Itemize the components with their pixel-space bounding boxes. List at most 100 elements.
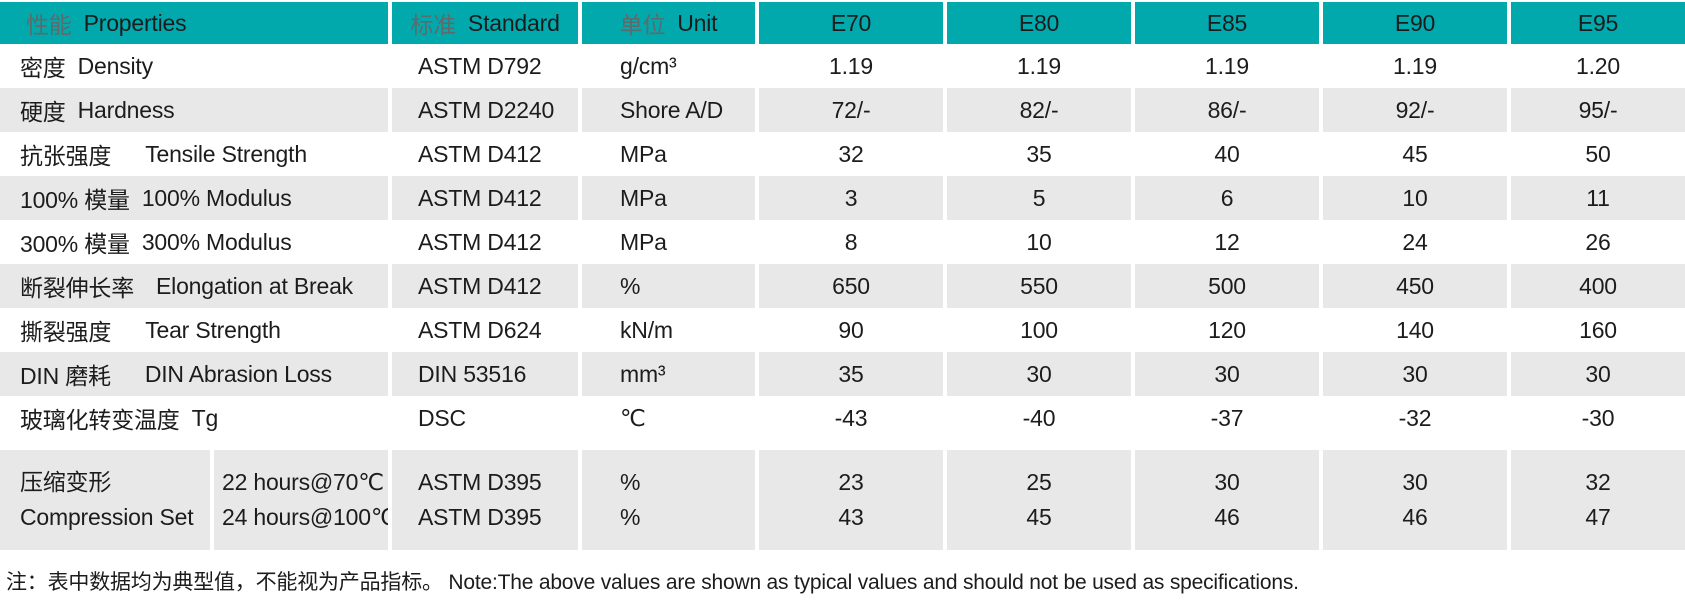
value-cell: 1.19 — [947, 44, 1131, 88]
table-row-tg: 玻璃化转变温度 Tg DSC ℃ -43 -40 -37 -32 -30 — [0, 396, 1685, 440]
condition-cell: 22 hours@70℃ 24 hours@100℃ — [214, 450, 388, 550]
value-cell: 72/- — [759, 88, 943, 132]
table-row-100-modulus: 100% 模量 100% Modulus ASTM D412 MPa 3 5 6… — [0, 176, 1685, 220]
property-label-en: Compression Set — [20, 504, 194, 530]
unit-cell: MPa — [582, 220, 755, 264]
table-row-density: 密度 Density ASTM D792 g/cm³ 1.19 1.19 1.1… — [0, 44, 1685, 88]
value-cell: 500 — [1135, 264, 1319, 308]
value-cell: 30 — [1323, 352, 1507, 396]
table-row-elongation: 断裂伸长率 Elongation at Break ASTM D412 % 65… — [0, 264, 1685, 308]
value-cell: 24 — [1323, 220, 1507, 264]
unit-cell: MPa — [582, 132, 755, 176]
value-cell: 32 — [759, 132, 943, 176]
property-label-cn: 硬度 — [20, 99, 66, 125]
property-label-cn: DIN 磨耗 — [20, 363, 111, 389]
value-cell: 30 46 — [1135, 450, 1319, 550]
standard-cell: ASTM D395 ASTM D395 — [392, 450, 578, 550]
property-label-cn: 300% 模量 — [20, 231, 130, 257]
property-label-en: Tensile Strength — [145, 140, 307, 167]
value-cell: 12 — [1135, 220, 1319, 264]
value-cell: 11 — [1511, 176, 1685, 220]
value-line-1: 32 — [1585, 469, 1611, 495]
table-row-300-modulus: 300% 模量 300% Modulus ASTM D412 MPa 8 10 … — [0, 220, 1685, 264]
value-cell: 120 — [1135, 308, 1319, 352]
header-grade-e95: E95 — [1511, 2, 1685, 44]
property-cell: 抗张强度 Tensile Strength — [0, 132, 388, 176]
value-line-1: 30 — [1402, 469, 1428, 495]
value-cell: 10 — [1323, 176, 1507, 220]
value-cell: -40 — [947, 396, 1131, 440]
unit-cell: % % — [582, 450, 755, 550]
property-label-cn: 100% 模量 — [20, 187, 130, 213]
value-cell: 40 — [1135, 132, 1319, 176]
value-cell: -43 — [759, 396, 943, 440]
value-cell: 26 — [1511, 220, 1685, 264]
property-cell: 300% 模量 300% Modulus — [0, 220, 388, 264]
value-cell: -37 — [1135, 396, 1319, 440]
header-properties-cn: 性能 — [26, 12, 72, 38]
property-label-en: Tear Strength — [145, 316, 281, 343]
value-cell: 50 — [1511, 132, 1685, 176]
unit-cell: MPa — [582, 176, 755, 220]
header-grade-e85: E85 — [1135, 2, 1319, 44]
property-cell: 断裂伸长率 Elongation at Break — [0, 264, 388, 308]
header-standard-cn: 标准 — [410, 12, 456, 38]
standard-cell: ASTM D412 — [392, 220, 578, 264]
value-cell: 23 43 — [759, 450, 943, 550]
property-label-en: Tg — [191, 404, 219, 431]
value-cell: 25 45 — [947, 450, 1131, 550]
property-label-en: 300% Modulus — [141, 228, 292, 255]
property-cell: 密度 Density — [0, 44, 388, 88]
value-cell: 400 — [1511, 264, 1685, 308]
header-grade-e70: E70 — [759, 2, 943, 44]
value-cell: 160 — [1511, 308, 1685, 352]
header-unit: 单位 Unit — [582, 2, 755, 44]
value-cell: 95/- — [1511, 88, 1685, 132]
value-cell: 30 — [947, 352, 1131, 396]
value-cell: 550 — [947, 264, 1131, 308]
header-properties-en: Properties — [83, 9, 187, 36]
unit-line-2: % — [620, 504, 641, 530]
property-cell: DIN 磨耗 DIN Abrasion Loss — [0, 352, 388, 396]
unit-cell: mm³ — [582, 352, 755, 396]
value-line-2: 47 — [1585, 504, 1611, 530]
property-label-en: 100% Modulus — [141, 184, 292, 211]
property-label-cn: 密度 — [20, 55, 66, 81]
value-cell: 35 — [947, 132, 1131, 176]
value-line-1: 30 — [1214, 469, 1240, 495]
value-cell: 86/- — [1135, 88, 1319, 132]
property-cell: 玻璃化转变温度 Tg — [0, 396, 388, 440]
header-standard-en: Standard — [467, 9, 560, 36]
header-standard: 标准 Standard — [392, 2, 578, 44]
value-cell: 650 — [759, 264, 943, 308]
footnote: 注：表中数据均为典型值，不能视为产品指标。 Note:The above val… — [6, 571, 1299, 594]
value-cell: 90 — [759, 308, 943, 352]
standard-cell: ASTM D412 — [392, 264, 578, 308]
value-cell: 1.19 — [1135, 44, 1319, 88]
standard-cell: ASTM D2240 — [392, 88, 578, 132]
table-row-tensile-strength: 抗张强度 Tensile Strength ASTM D412 MPa 32 3… — [0, 132, 1685, 176]
property-cell: 硬度 Hardness — [0, 88, 388, 132]
header-properties: 性能 Properties — [0, 2, 388, 44]
standard-cell: ASTM D412 — [392, 132, 578, 176]
property-label-cn: 撕裂强度 — [20, 319, 112, 345]
table-row-hardness: 硬度 Hardness ASTM D2240 Shore A/D 72/- 82… — [0, 88, 1685, 132]
property-label-cn: 压缩变形 — [20, 469, 112, 495]
property-label-en: DIN Abrasion Loss — [144, 360, 332, 387]
value-cell: 450 — [1323, 264, 1507, 308]
condition-line-1: 22 hours@70℃ — [222, 469, 384, 495]
table-row-tear-strength: 撕裂强度 Tear Strength ASTM D624 kN/m 90 100… — [0, 308, 1685, 352]
standard-cell: ASTM D412 — [392, 176, 578, 220]
value-cell: 10 — [947, 220, 1131, 264]
value-cell: 6 — [1135, 176, 1319, 220]
unit-line-1: % — [620, 469, 641, 495]
unit-cell: g/cm³ — [582, 44, 755, 88]
value-cell: 3 — [759, 176, 943, 220]
unit-cell: ℃ — [582, 396, 755, 440]
property-label-en: Density — [77, 52, 153, 79]
standard-cell: ASTM D624 — [392, 308, 578, 352]
property-label-cn: 断裂伸长率 — [20, 275, 135, 301]
property-cell: 100% 模量 100% Modulus — [0, 176, 388, 220]
header-grade-e80: E80 — [947, 2, 1131, 44]
standard-cell: DSC — [392, 396, 578, 440]
